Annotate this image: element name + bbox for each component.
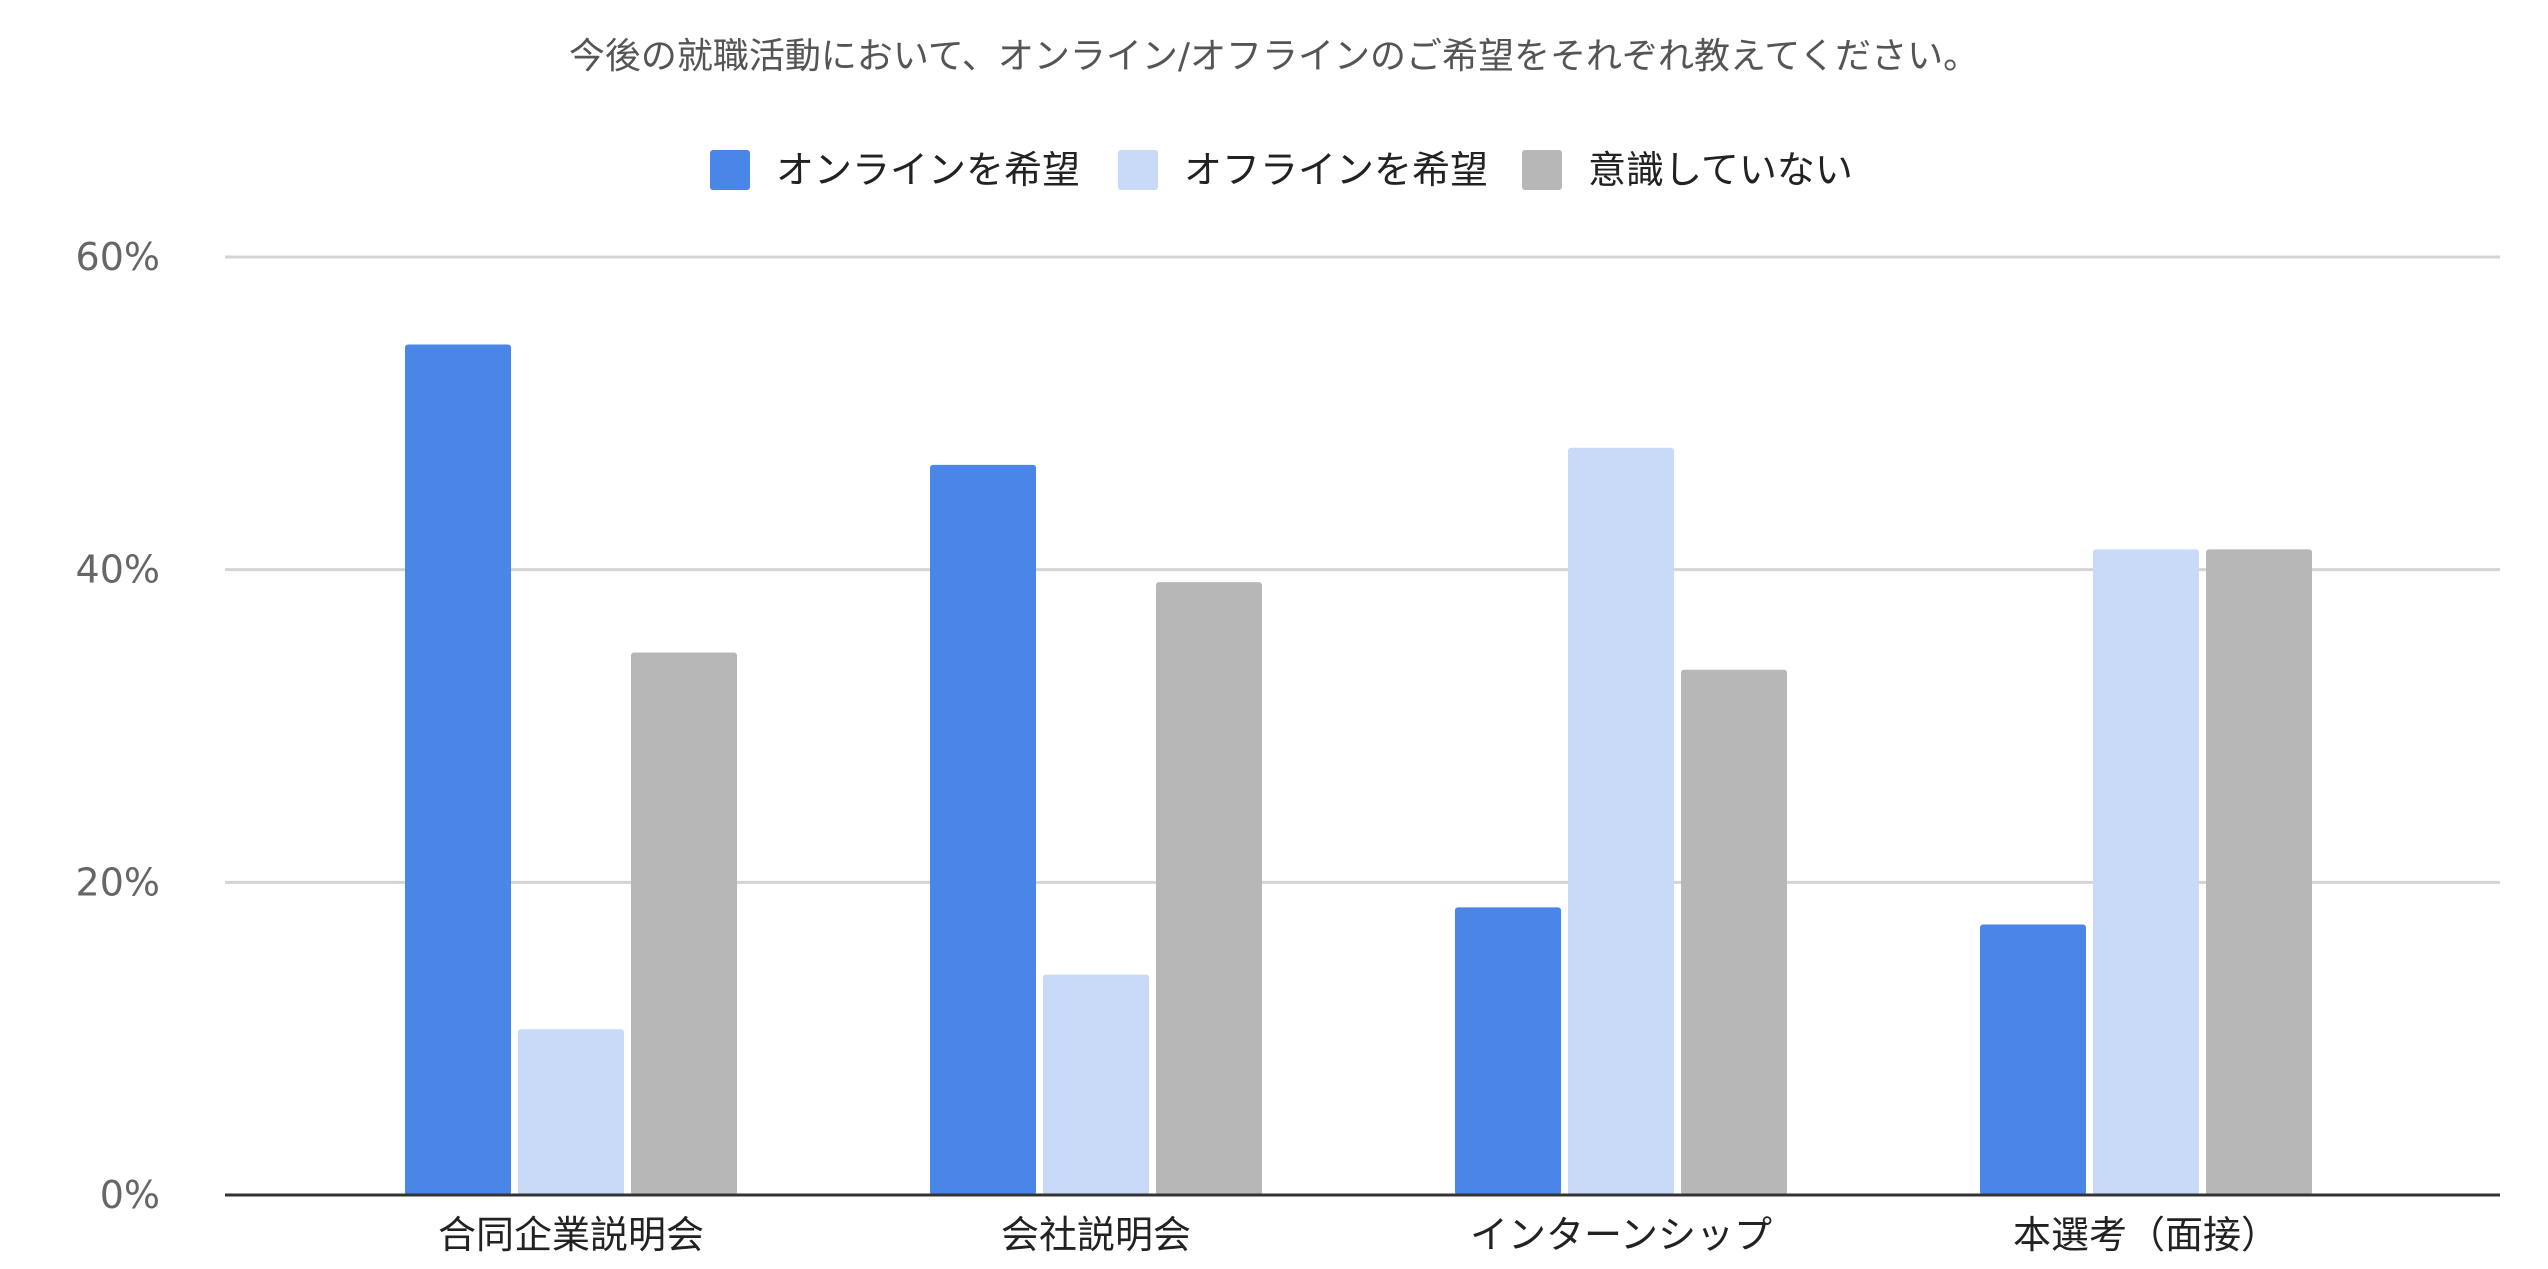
- x-category-label: インターンシップ: [1470, 1213, 1772, 1257]
- bar: [1043, 974, 1149, 1195]
- y-tick-label: 0%: [100, 1173, 160, 1217]
- y-tick-label: 40%: [76, 548, 160, 592]
- x-category-label: 本選考（面接）: [2013, 1213, 2279, 1257]
- y-axis-ticks: 0% 20% 40% 60%: [76, 235, 160, 1217]
- bar: [930, 464, 1036, 1195]
- legend-label: オンラインを希望: [776, 148, 1080, 192]
- legend-swatch: [710, 150, 750, 190]
- bar: [1980, 924, 2086, 1195]
- legend: オンラインを希望 オフラインを希望 意識していない: [710, 148, 1853, 192]
- legend-swatch: [1522, 150, 1562, 190]
- bar: [1681, 669, 1787, 1195]
- legend-label: オフラインを希望: [1184, 148, 1488, 192]
- y-tick-label: 20%: [76, 860, 160, 904]
- bar: [1455, 907, 1561, 1195]
- bar: [2093, 549, 2199, 1195]
- bar: [631, 652, 737, 1195]
- x-category-label: 会社説明会: [1001, 1213, 1191, 1257]
- legend-label: 意識していない: [1588, 148, 1853, 192]
- bar: [405, 344, 511, 1196]
- bar: [1156, 582, 1262, 1195]
- bar: [1568, 447, 1674, 1195]
- bars: [405, 344, 2312, 1196]
- bar: [518, 1029, 624, 1195]
- legend-swatch: [1118, 150, 1158, 190]
- legend-item: 意識していない: [1522, 148, 1853, 192]
- legend-item: オンラインを希望: [710, 148, 1080, 192]
- chart-title: 今後の就職活動において、オンライン/オフラインのご希望をそれぞれ教えてください。: [569, 36, 1979, 77]
- x-category-label: 合同企業説明会: [438, 1213, 704, 1257]
- bar: [2206, 549, 2312, 1195]
- x-axis-categories: 合同企業説明会 会社説明会 インターンシップ 本選考（面接）: [438, 1213, 2279, 1257]
- legend-item: オフラインを希望: [1118, 148, 1488, 192]
- y-tick-label: 60%: [76, 235, 160, 279]
